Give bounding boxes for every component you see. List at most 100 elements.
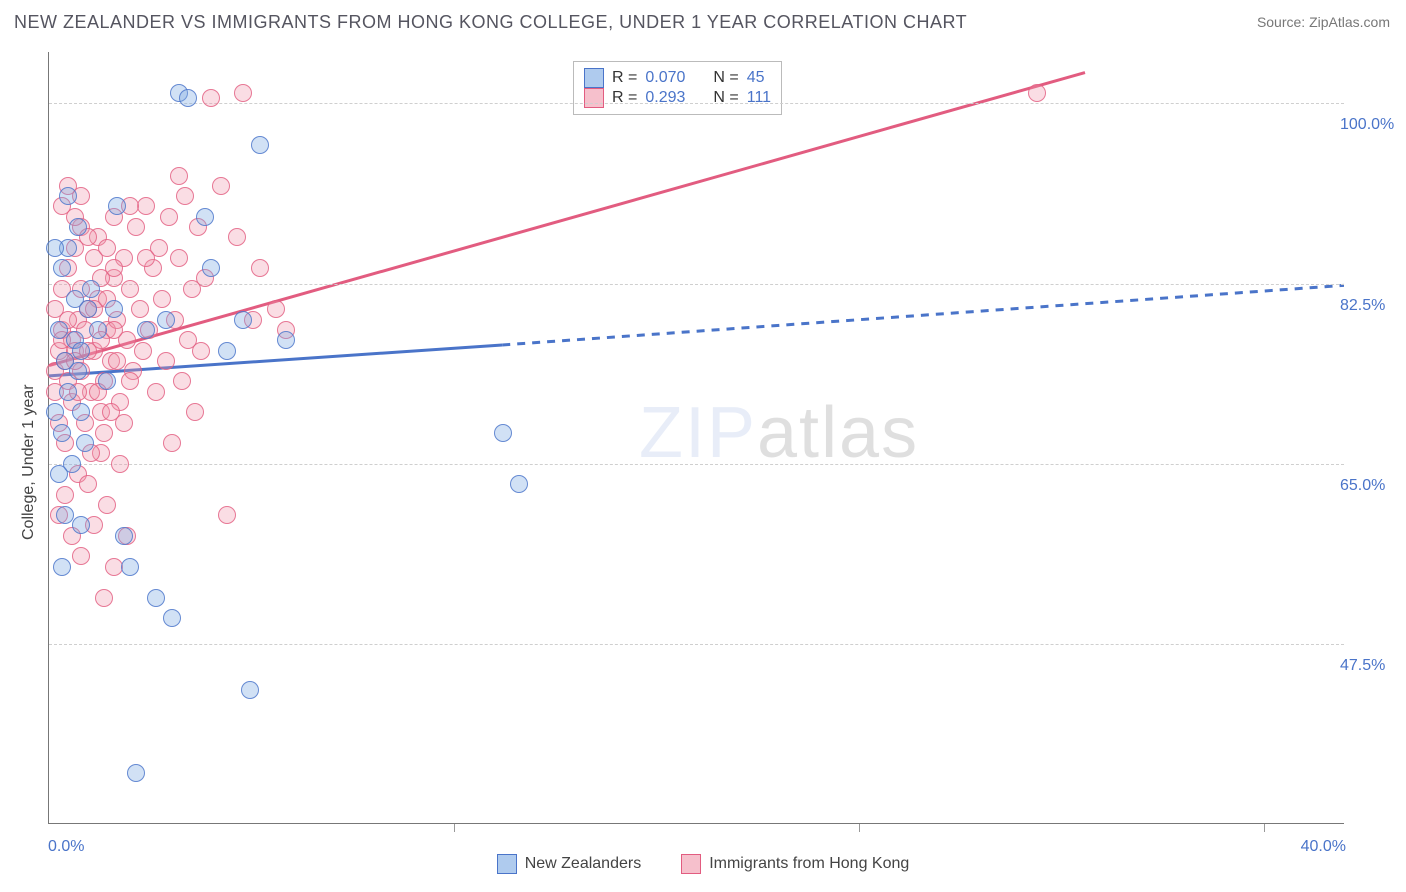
scatter-point-pink	[212, 177, 230, 195]
scatter-point-pink	[267, 300, 285, 318]
scatter-point-blue	[59, 383, 77, 401]
scatter-point-pink	[134, 342, 152, 360]
scatter-point-blue	[89, 321, 107, 339]
scatter-point-pink	[121, 280, 139, 298]
scatter-point-blue	[234, 311, 252, 329]
scatter-point-pink	[251, 259, 269, 277]
scatter-point-blue	[108, 197, 126, 215]
x-tick	[1264, 824, 1265, 832]
scatter-point-pink	[79, 475, 97, 493]
series-legend: New Zealanders Immigrants from Hong Kong	[0, 836, 1406, 892]
scatter-point-blue	[277, 331, 295, 349]
scatter-point-pink	[127, 218, 145, 236]
scatter-point-blue	[510, 475, 528, 493]
scatter-point-pink	[234, 84, 252, 102]
scatter-point-pink	[115, 414, 133, 432]
scatter-point-pink	[121, 372, 139, 390]
scatter-point-blue	[196, 208, 214, 226]
scatter-point-blue	[179, 89, 197, 107]
scatter-point-blue	[50, 321, 68, 339]
scatter-point-blue	[72, 516, 90, 534]
stats-row-pink: R = 0.293 N = 111	[584, 88, 771, 108]
stats-row-blue: R = 0.070 N = 45	[584, 68, 771, 88]
y-tick-label: 100.0%	[1340, 116, 1400, 134]
scatter-point-pink	[72, 547, 90, 565]
scatter-point-blue	[59, 187, 77, 205]
scatter-point-blue	[72, 403, 90, 421]
scatter-point-pink	[105, 259, 123, 277]
y-tick-label: 47.5%	[1340, 657, 1400, 675]
scatter-point-pink	[173, 372, 191, 390]
y-axis-label: College, Under 1 year	[20, 384, 38, 540]
scatter-point-pink	[137, 249, 155, 267]
scatter-point-blue	[72, 342, 90, 360]
scatter-point-pink	[137, 197, 155, 215]
scatter-point-blue	[251, 136, 269, 154]
gridline	[49, 103, 1344, 104]
watermark: ZIPatlas	[639, 392, 919, 474]
scatter-point-blue	[53, 259, 71, 277]
scatter-point-blue	[69, 218, 87, 236]
scatter-point-blue	[121, 558, 139, 576]
x-tick	[859, 824, 860, 832]
source-label: Source: ZipAtlas.com	[1257, 14, 1390, 30]
scatter-point-pink	[95, 589, 113, 607]
scatter-point-pink	[98, 496, 116, 514]
scatter-point-blue	[241, 681, 259, 699]
stats-legend-box: R = 0.070 N = 45 R = 0.293 N = 111	[573, 61, 782, 115]
scatter-point-pink	[170, 249, 188, 267]
watermark-a: ZIP	[639, 393, 757, 473]
stat-n-blue: 45	[747, 69, 765, 87]
scatter-point-pink	[153, 290, 171, 308]
scatter-point-pink	[202, 89, 220, 107]
scatter-point-blue	[76, 434, 94, 452]
scatter-point-pink	[170, 167, 188, 185]
scatter-point-pink	[56, 486, 74, 504]
scatter-point-blue	[137, 321, 155, 339]
scatter-point-blue	[98, 372, 116, 390]
legend-label-pink: Immigrants from Hong Kong	[709, 855, 909, 873]
scatter-point-pink	[105, 321, 123, 339]
scatter-point-blue	[53, 558, 71, 576]
scatter-point-blue	[157, 311, 175, 329]
swatch-blue-icon	[584, 68, 604, 88]
chart-title: NEW ZEALANDER VS IMMIGRANTS FROM HONG KO…	[14, 12, 967, 33]
swatch-pink-icon	[681, 854, 701, 874]
scatter-plot: R = 0.070 N = 45 R = 0.293 N = 111 ZIPat…	[48, 52, 1344, 824]
gridline	[49, 284, 1344, 285]
y-tick-label: 82.5%	[1340, 297, 1400, 315]
gridline	[49, 464, 1344, 465]
legend-item-pink: Immigrants from Hong Kong	[681, 854, 909, 874]
scatter-point-blue	[56, 506, 74, 524]
x-tick	[454, 824, 455, 832]
scatter-point-blue	[46, 403, 64, 421]
stat-n-label: N =	[713, 69, 738, 87]
regression-lines	[49, 52, 1344, 823]
scatter-point-blue	[202, 259, 220, 277]
scatter-point-blue	[105, 300, 123, 318]
scatter-point-blue	[127, 764, 145, 782]
scatter-point-blue	[218, 342, 236, 360]
stat-r-blue: 0.070	[645, 69, 685, 87]
scatter-point-pink	[192, 342, 210, 360]
swatch-blue-icon	[497, 854, 517, 874]
gridline	[49, 644, 1344, 645]
scatter-point-blue	[82, 280, 100, 298]
scatter-point-blue	[50, 465, 68, 483]
swatch-pink-icon	[584, 88, 604, 108]
scatter-point-blue	[147, 589, 165, 607]
scatter-point-pink	[111, 455, 129, 473]
legend-item-blue: New Zealanders	[497, 854, 642, 874]
scatter-point-pink	[131, 300, 149, 318]
scatter-point-pink	[108, 352, 126, 370]
watermark-b: atlas	[757, 393, 919, 473]
scatter-point-blue	[163, 609, 181, 627]
scatter-point-blue	[66, 290, 84, 308]
legend-label-blue: New Zealanders	[525, 855, 642, 873]
scatter-point-pink	[157, 352, 175, 370]
scatter-point-pink	[1028, 84, 1046, 102]
scatter-point-pink	[218, 506, 236, 524]
scatter-point-blue	[115, 527, 133, 545]
scatter-point-blue	[69, 362, 87, 380]
scatter-point-blue	[46, 239, 64, 257]
